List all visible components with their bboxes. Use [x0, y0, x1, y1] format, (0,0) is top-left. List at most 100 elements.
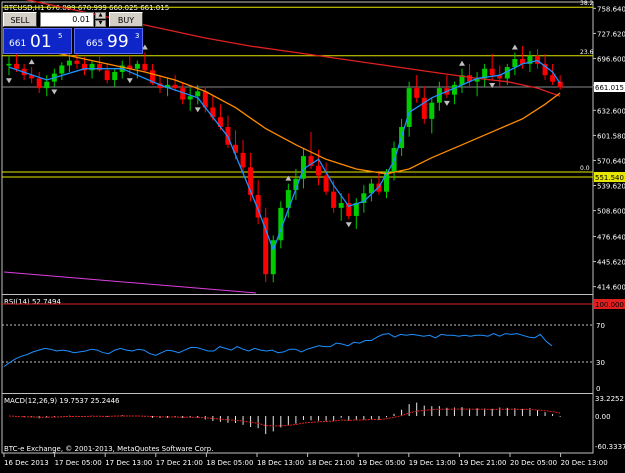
- price-axis-label: 727.620: [597, 30, 625, 38]
- fractal-up-icon: [285, 175, 292, 181]
- candle-body: [316, 165, 322, 176]
- buy-price-fraction: 3: [135, 32, 140, 40]
- candle-body: [519, 59, 525, 64]
- candle-body: [489, 68, 495, 76]
- candle-body: [195, 91, 201, 97]
- level-price-label: 551.540: [595, 174, 624, 182]
- rsi-panel[interactable]: RSI(14) 52.7494 100.000 70 30 0: [2, 298, 625, 393]
- fibonacci-levels[interactable]: 38.2 23.6 0.0: [2, 0, 594, 173]
- candle-body: [527, 55, 533, 64]
- rsi-label-0: 0: [596, 385, 600, 393]
- lot-increase-icon[interactable]: ▲: [95, 12, 106, 19]
- candle-body: [59, 65, 65, 74]
- fib-level-label: 0.0: [580, 165, 590, 172]
- time-axis-label: 18 Dec 21:00: [308, 459, 355, 467]
- candle-body: [535, 55, 540, 64]
- time-axis-label: 17 Dec 13:00: [105, 459, 152, 467]
- candle-body: [285, 190, 291, 208]
- fractal-down-icon: [6, 78, 12, 84]
- trendline[interactable]: [3, 271, 257, 294]
- candle-body: [270, 240, 276, 275]
- price-axis-label: 508.600: [597, 208, 625, 216]
- candle-body: [368, 183, 374, 194]
- candle-body: [29, 75, 35, 79]
- candle-body: [142, 63, 148, 71]
- fractal-up-icon: [459, 60, 465, 66]
- rsi-line: [3, 333, 553, 368]
- candle-body: [338, 203, 344, 208]
- buy-price-pips: 99: [107, 32, 129, 52]
- macd-axis-top: 33.2252: [595, 395, 624, 403]
- price-panel[interactable]: BTCUSD,H1 670.899 670.999 660.025 661.01…: [2, 0, 625, 294]
- candle-body: [210, 107, 216, 118]
- candle-body: [550, 75, 556, 82]
- fib-level-label: 23.6: [580, 49, 594, 56]
- candle-body: [127, 65, 133, 69]
- candle-body: [233, 144, 238, 153]
- candle-body: [346, 203, 352, 216]
- chart-title: BTCUSD,H1 670.899 670.999 660.025 661.01…: [4, 4, 169, 12]
- macd-axis-mid: 0.00: [595, 413, 611, 421]
- buy-button[interactable]: BUY: [109, 12, 143, 27]
- candle-body: [202, 91, 208, 108]
- price-axis-label: 758.640: [597, 5, 625, 13]
- candle-body: [14, 63, 20, 69]
- candle-body: [104, 70, 110, 81]
- one-click-trading-panel: SELL ▲ ▼ BUY 661 01 5 665 99 3: [3, 12, 143, 54]
- candle-body: [436, 88, 442, 103]
- candle-body: [353, 203, 359, 216]
- candle-body: [165, 84, 171, 89]
- candle-body: [180, 88, 186, 100]
- rsi-label-30: 30: [596, 359, 605, 367]
- time-axis-label: 16 Dec 2013: [4, 459, 49, 467]
- candle-body: [467, 75, 473, 82]
- candle-body: [248, 167, 254, 195]
- candle-body: [134, 63, 140, 69]
- candle-body: [504, 67, 510, 79]
- candle-body: [255, 194, 261, 218]
- sell-price-box[interactable]: 661 01 5: [3, 28, 72, 54]
- time-axis: 16 Dec 2013 17 Dec 05:00 17 Dec 13:00 17 De…: [3, 453, 608, 467]
- candle-body: [482, 68, 488, 79]
- sell-price-major: 661: [9, 39, 27, 49]
- candle-body: [429, 102, 435, 119]
- candle-body: [300, 156, 306, 179]
- candle-body: [542, 63, 548, 76]
- candle-body: [323, 175, 329, 192]
- fractal-down-icon: [489, 83, 496, 89]
- time-axis-label: 17 Dec 05:00: [55, 459, 102, 467]
- candle-body: [97, 63, 103, 71]
- candle-body: [278, 207, 284, 241]
- candle-body: [451, 84, 457, 95]
- price-axis-label: 570.640: [597, 157, 625, 165]
- candle-body: [187, 96, 193, 100]
- lot-size-input[interactable]: [40, 12, 94, 27]
- chart-frame: [1, 1, 594, 454]
- watermark: BTC-e Exchange, © 2001-2013, MetaQuotes …: [4, 445, 213, 453]
- macd-panel[interactable]: MACD(12,26,9) 19.7537 25.2446 33.2252 0.…: [4, 395, 625, 453]
- macd-axis-bottom: -60.3337: [595, 443, 625, 451]
- time-axis-label: 20 Dec 13:00: [561, 459, 608, 467]
- sell-button[interactable]: SELL: [3, 12, 37, 27]
- sell-price-pips: 01: [30, 32, 52, 52]
- lot-decrease-icon[interactable]: ▼: [95, 20, 106, 27]
- candle-body: [421, 97, 427, 119]
- fractal-up-icon: [511, 44, 518, 50]
- fractal-down-icon: [51, 89, 58, 95]
- candle-body: [474, 78, 480, 82]
- fractal-up-icon: [141, 44, 148, 50]
- buy-price-box[interactable]: 665 99 3: [74, 28, 143, 54]
- level-price-tag: 551.540: [594, 172, 625, 182]
- candle-body: [44, 81, 50, 89]
- candle-body: [331, 191, 337, 208]
- time-axis-label: 19 Dec 05:00: [358, 459, 405, 467]
- rsi-value-tag: 100.000: [594, 299, 625, 309]
- candle-body: [240, 152, 246, 168]
- price-axis-label: 414.600: [597, 284, 625, 292]
- time-axis-label: 19 Dec 21:00: [459, 459, 506, 467]
- candle-body: [459, 75, 465, 85]
- candle-body: [172, 84, 178, 89]
- ma-fast-line: [8, 59, 561, 252]
